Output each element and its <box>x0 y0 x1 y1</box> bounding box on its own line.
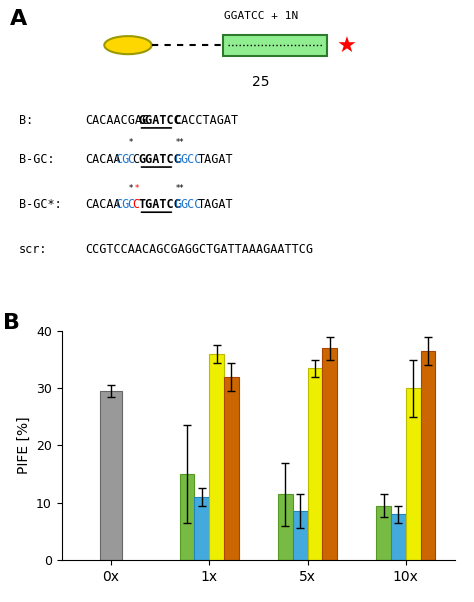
Text: C: C <box>127 198 134 211</box>
Bar <box>293 511 308 560</box>
Text: scr:: scr: <box>19 243 47 256</box>
Text: CACCTAGAT: CACCTAGAT <box>174 114 238 127</box>
Text: TAGAT: TAGAT <box>198 153 234 166</box>
Text: C: C <box>133 153 140 166</box>
Bar <box>406 388 420 560</box>
Bar <box>376 506 391 560</box>
FancyBboxPatch shape <box>223 34 327 55</box>
Ellipse shape <box>104 36 152 54</box>
Text: G: G <box>174 198 182 211</box>
Text: ★: ★ <box>337 37 356 57</box>
Bar <box>420 351 435 560</box>
Bar <box>180 474 194 560</box>
Y-axis label: PIFE [%]: PIFE [%] <box>17 417 30 474</box>
Text: *: * <box>128 138 133 147</box>
Bar <box>308 368 322 560</box>
Text: A: A <box>9 9 27 29</box>
Text: B-GC*:: B-GC*: <box>19 198 62 211</box>
Text: C: C <box>127 153 134 166</box>
Text: *: * <box>128 184 133 193</box>
Text: *: * <box>135 184 139 193</box>
Text: B:: B: <box>19 114 33 127</box>
Text: GGATCC: GGATCC <box>138 153 182 166</box>
Bar <box>100 391 122 560</box>
Text: CACAA: CACAA <box>85 153 121 166</box>
Bar <box>278 494 293 560</box>
Text: GCC: GCC <box>180 198 201 211</box>
Bar <box>224 377 238 560</box>
Text: GGATCC: GGATCC <box>138 114 182 127</box>
Text: **: ** <box>176 138 184 147</box>
Text: B-GC:: B-GC: <box>19 153 55 166</box>
Text: CACAACGAC: CACAACGAC <box>85 114 149 127</box>
Text: GGATCC + 1N: GGATCC + 1N <box>224 11 298 21</box>
Text: B: B <box>3 313 19 333</box>
Text: **: ** <box>176 184 184 193</box>
Text: G: G <box>174 153 182 166</box>
Bar <box>391 514 406 560</box>
Text: 25: 25 <box>252 75 269 89</box>
Text: CCGTCCAACAGCGAGGCTGATTAAAGAATTCG: CCGTCCAACAGCGAGGCTGATTAAAGAATTCG <box>85 243 313 256</box>
Text: GCC: GCC <box>180 153 201 166</box>
Text: TAGAT: TAGAT <box>198 198 234 211</box>
Bar <box>322 348 337 560</box>
Text: CG: CG <box>115 198 129 211</box>
Text: TGATCC: TGATCC <box>138 198 182 211</box>
Text: CG: CG <box>115 153 129 166</box>
Text: CACAA: CACAA <box>85 198 121 211</box>
Bar <box>209 354 224 560</box>
Bar <box>194 497 209 560</box>
Text: C: C <box>133 198 140 211</box>
